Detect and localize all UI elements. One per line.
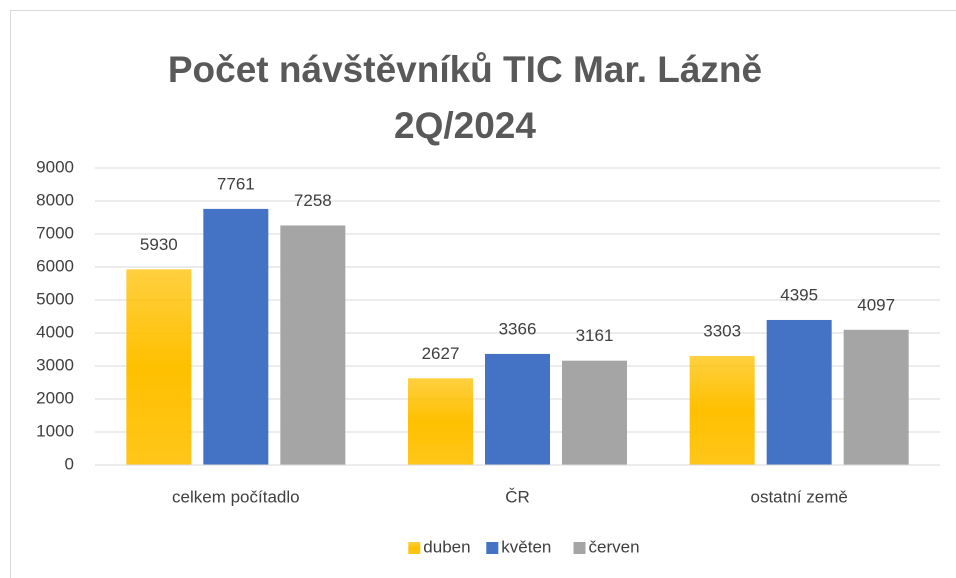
legend-swatch xyxy=(486,542,499,554)
y-tick-label: 3000 xyxy=(36,355,74,374)
y-tick-label: 0 xyxy=(65,454,74,473)
bar xyxy=(766,319,832,465)
data-label: 3366 xyxy=(499,319,537,338)
x-tick-label: celkem počítadlo xyxy=(172,487,300,506)
bar xyxy=(126,269,192,465)
bar xyxy=(689,356,755,465)
x-tick-label: ostatní země xyxy=(751,487,848,506)
bar xyxy=(843,329,909,465)
chart-border xyxy=(10,10,956,578)
data-label: 5930 xyxy=(140,235,178,254)
data-label: 4097 xyxy=(857,295,895,314)
legend-swatch xyxy=(573,542,586,554)
y-tick-label: 8000 xyxy=(36,190,74,209)
y-tick-label: 5000 xyxy=(36,289,74,308)
legend-label: duben xyxy=(423,537,470,556)
legend-swatch xyxy=(408,542,421,554)
bar xyxy=(562,360,627,465)
y-tick-label: 6000 xyxy=(36,256,74,275)
y-tick-label: 4000 xyxy=(36,322,74,341)
y-tick-label: 1000 xyxy=(36,421,74,440)
chart-title: Počet návštěvníků TIC Mar. Lázně 2Q/2024 xyxy=(167,49,763,146)
data-label: 7761 xyxy=(217,174,255,193)
legend-label: červen xyxy=(589,537,640,556)
x-tick-label: ČR xyxy=(505,487,530,506)
data-label: 2627 xyxy=(422,344,460,363)
data-label: 7258 xyxy=(294,191,332,210)
data-label: 4395 xyxy=(780,285,818,304)
bar xyxy=(280,225,346,465)
data-label: 3303 xyxy=(703,321,741,340)
bar xyxy=(203,208,269,465)
bar xyxy=(485,353,550,465)
data-label: 3161 xyxy=(576,326,614,345)
legend-label: květen xyxy=(501,537,551,556)
y-tick-label: 2000 xyxy=(36,388,74,407)
y-tick-label: 9000 xyxy=(36,157,74,176)
y-tick-label: 7000 xyxy=(36,223,74,242)
bar xyxy=(408,378,473,465)
